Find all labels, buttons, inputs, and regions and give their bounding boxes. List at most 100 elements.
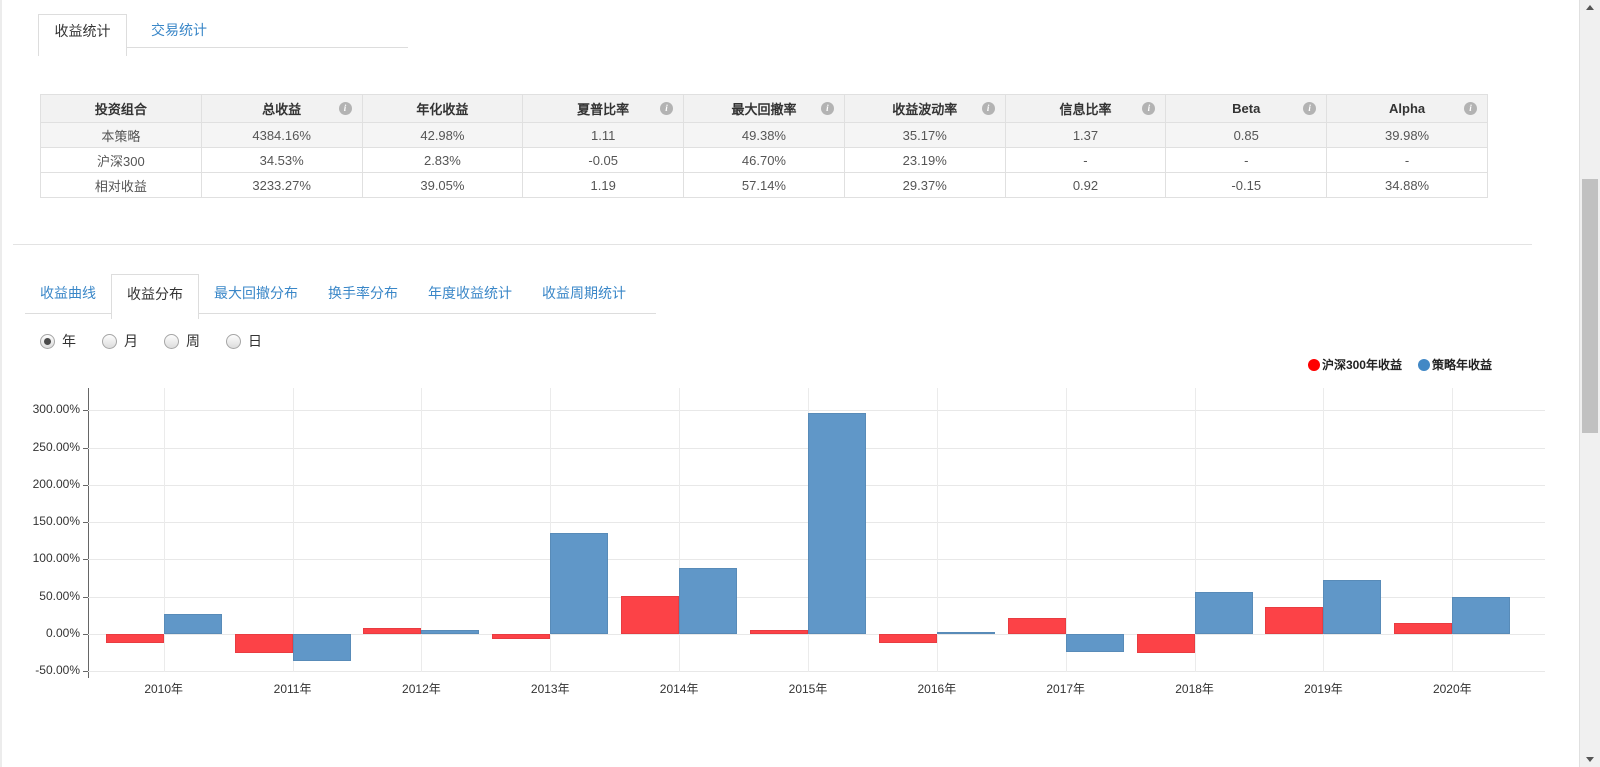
value-cell: 2.83% bbox=[361, 147, 524, 173]
table-row: 沪深300 34.53% 2.83% -0.05 46.70% 23.19% - - - bbox=[40, 147, 1488, 173]
value-cell: 35.17% bbox=[843, 122, 1006, 148]
value-cell: -0.15 bbox=[1165, 172, 1328, 198]
gridline-horizontal bbox=[88, 410, 1545, 412]
y-tick-label: 0.00% bbox=[45, 626, 80, 640]
column-header-label: 总收益 bbox=[262, 102, 302, 117]
gridline-vertical bbox=[421, 388, 423, 672]
legend-item-csi300[interactable]: 沪深300年收益 bbox=[1307, 356, 1402, 373]
value-cell: 46.70% bbox=[683, 147, 845, 173]
tab-annual-return-stats[interactable]: 年度收益统计 bbox=[428, 285, 512, 301]
legend-label: 策略年收益 bbox=[1431, 358, 1492, 372]
x-tick-label: 2014年 bbox=[659, 682, 699, 696]
y-axis-tick bbox=[83, 484, 88, 486]
column-header-5: 收益波动率 i bbox=[843, 94, 1006, 123]
value-cell: 34.53% bbox=[200, 147, 363, 173]
bar-csi300-6 bbox=[878, 634, 937, 643]
info-icon[interactable]: i bbox=[1142, 101, 1156, 115]
gridline-horizontal bbox=[88, 634, 1545, 635]
info-icon[interactable]: i bbox=[1464, 101, 1477, 115]
y-tick-label: 250.00% bbox=[32, 439, 80, 454]
legend-item-strategy[interactable]: 策略年收益 bbox=[1417, 356, 1492, 373]
bar-strategy-3 bbox=[550, 533, 609, 634]
info-icon[interactable]: i bbox=[1303, 101, 1317, 115]
bar-csi300-8 bbox=[1136, 634, 1195, 653]
vertical-scrollbar[interactable] bbox=[1579, 0, 1600, 767]
chart-legend: 沪深300年收益 策略年收益 bbox=[1307, 356, 1492, 373]
y-tick-label: 300.00% bbox=[32, 402, 80, 417]
value-cell: 1.19 bbox=[522, 172, 685, 198]
gridline-vertical bbox=[1323, 388, 1325, 672]
scrollbar-thumb[interactable] bbox=[1582, 179, 1598, 433]
column-header-label: 夏普比率 bbox=[577, 102, 630, 117]
scrollbar-down-button[interactable] bbox=[1580, 751, 1600, 767]
bar-csi300-1 bbox=[234, 634, 293, 653]
radio-month[interactable]: 月 bbox=[102, 331, 138, 351]
table-header-row: 投资组合 总收益 i 年化收益 夏普比率 i 最大回撤率 i 收益波动率 i 信息比率 i Beta i A… bbox=[40, 94, 1488, 123]
y-tick-label: 200.00% bbox=[32, 476, 80, 491]
value-cell: 4384.16% bbox=[200, 122, 363, 148]
top-tab-income-stats[interactable]: 收益统计 bbox=[38, 14, 127, 56]
y-axis-tick bbox=[83, 634, 88, 635]
radio-day[interactable]: 日 bbox=[226, 331, 262, 351]
value-cell: 57.14% bbox=[683, 172, 845, 198]
radio-week[interactable]: 周 bbox=[164, 331, 200, 351]
chart-tab-underline bbox=[25, 313, 656, 314]
bar-strategy-1 bbox=[292, 634, 351, 661]
arrow-down-icon bbox=[1586, 757, 1594, 762]
column-header-label: 最大回撤率 bbox=[731, 102, 797, 117]
tab-return-period-stats[interactable]: 收益周期统计 bbox=[542, 285, 626, 301]
table-body: 本策略 4384.16% 42.98% 1.11 49.38% 35.17% 1.37 0.8… bbox=[40, 122, 1488, 198]
value-cell: 1.11 bbox=[522, 122, 685, 148]
bar-csi300-4 bbox=[621, 595, 680, 634]
tab-return-distribution[interactable]: 收益分布 bbox=[111, 274, 199, 319]
gridline-vertical bbox=[1065, 388, 1067, 672]
y-axis-tick bbox=[83, 559, 88, 561]
tab-max-drawdown-distribution[interactable]: 最大回撤分布 bbox=[214, 285, 298, 301]
bar-csi300-10 bbox=[1394, 622, 1453, 634]
section-divider bbox=[13, 244, 1532, 245]
value-cell: 23.19% bbox=[843, 147, 1006, 173]
value-cell: 39.05% bbox=[361, 172, 524, 198]
info-icon[interactable]: i bbox=[820, 101, 834, 115]
info-icon[interactable]: i bbox=[660, 101, 674, 115]
table-row: 相对收益 3233.27% 39.05% 1.19 57.14% 29.37% 0.92 -0… bbox=[40, 172, 1488, 198]
radio-month-button bbox=[102, 333, 117, 349]
value-cell: 0.92 bbox=[1004, 172, 1167, 198]
gridline-vertical bbox=[550, 388, 552, 672]
y-tick-label: -50.00% bbox=[35, 663, 80, 678]
radio-year[interactable]: 年 bbox=[40, 331, 76, 351]
radio-week-label: 周 bbox=[186, 333, 200, 349]
bar-csi300-5 bbox=[750, 630, 808, 634]
info-icon[interactable]: i bbox=[981, 101, 995, 115]
bar-strategy-0 bbox=[163, 613, 222, 634]
table-row: 本策略 4384.16% 42.98% 1.11 49.38% 35.17% 1.37 0.8… bbox=[40, 122, 1488, 148]
info-icon[interactable]: i bbox=[338, 101, 352, 115]
y-axis-tick bbox=[83, 671, 88, 673]
scrollbar-up-button[interactable] bbox=[1580, 0, 1600, 16]
annual-return-bar-chart: 300.00% 250.00% 200.00% 150.00% 100.00% 50.00… bbox=[0, 388, 1600, 708]
legend-dot-icon bbox=[1307, 358, 1320, 371]
gridline-vertical bbox=[679, 388, 681, 672]
column-header-6: 信息比率 i bbox=[1004, 94, 1167, 123]
column-header-label: 投资组合 bbox=[94, 102, 147, 117]
x-tick-label: 2017年 bbox=[1046, 682, 1086, 696]
x-tick-label: 2019年 bbox=[1304, 682, 1343, 696]
column-header-1: 总收益 i bbox=[200, 94, 363, 123]
top-tab-bar: 收益统计 交易统计 bbox=[38, 14, 408, 56]
y-tick-label: 50.00% bbox=[39, 588, 80, 603]
column-header-label: Beta bbox=[1232, 101, 1261, 116]
y-axis-tick bbox=[83, 447, 88, 449]
radio-month-label: 月 bbox=[124, 333, 138, 349]
column-header-label: 年化收益 bbox=[416, 102, 469, 117]
top-tab-trade-stats[interactable]: 交易统计 bbox=[151, 22, 207, 38]
arrow-up-icon bbox=[1586, 5, 1594, 10]
performance-stats-table: 投资组合 总收益 i 年化收益 夏普比率 i 最大回撤率 i 收益波动率 i 信息比率 i Beta i A… bbox=[40, 94, 1488, 198]
table-head: 投资组合 总收益 i 年化收益 夏普比率 i 最大回撤率 i 收益波动率 i 信息比率 i Beta i A… bbox=[40, 94, 1488, 123]
tab-return-curve[interactable]: 收益曲线 bbox=[40, 285, 96, 301]
top-tab-underline bbox=[38, 47, 408, 48]
value-cell: 39.98% bbox=[1326, 122, 1488, 148]
tab-turnover-distribution[interactable]: 换手率分布 bbox=[328, 285, 398, 301]
column-header-3: 夏普比率 i bbox=[522, 94, 685, 123]
value-cell: 1.37 bbox=[1004, 122, 1167, 148]
row-label-cell: 沪深300 bbox=[40, 147, 202, 173]
